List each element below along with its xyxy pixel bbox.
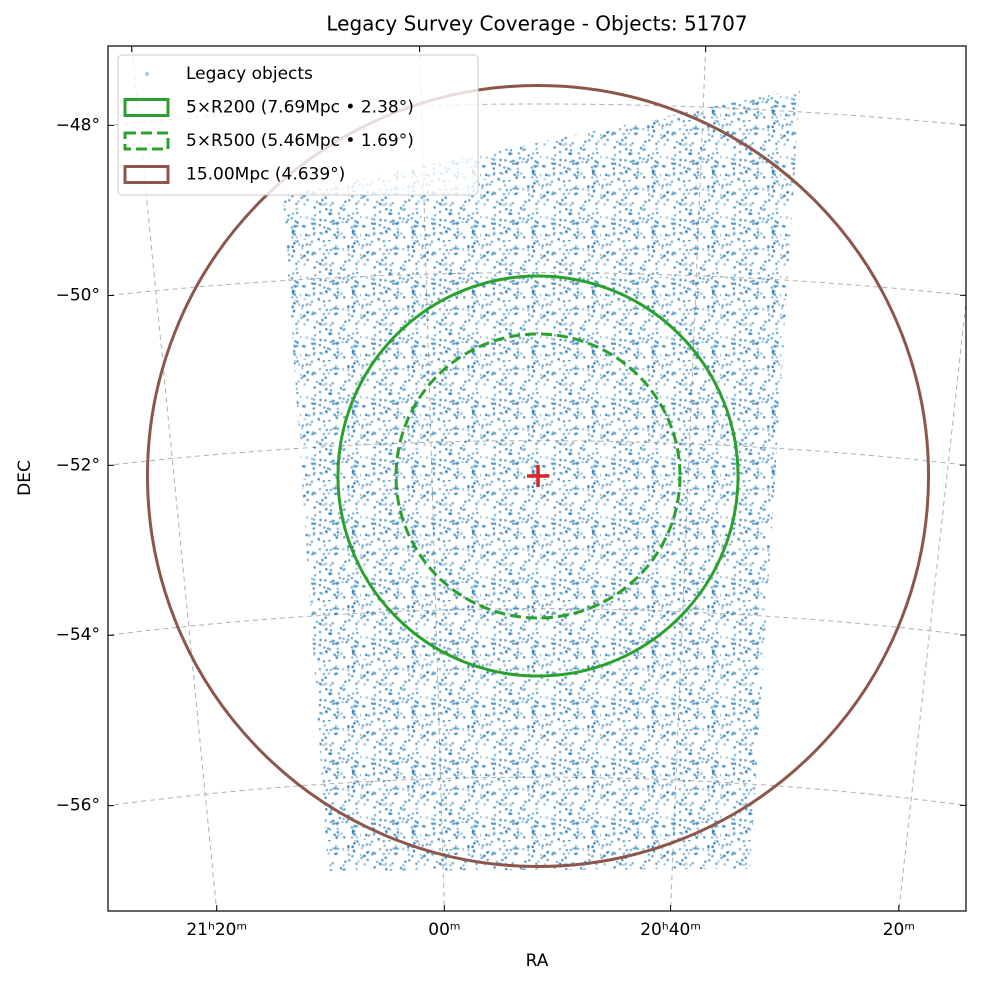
legend-box <box>117 54 479 196</box>
y-tick-label: −48° <box>56 115 100 135</box>
radius-circle <box>394 332 682 620</box>
legend-label: 5×R200 (7.69Mpc • 2.38°) <box>186 98 414 118</box>
legend-marker <box>145 72 149 76</box>
x-axis-label: RA <box>526 951 549 971</box>
y-tick-label: −54° <box>56 625 100 645</box>
y-axis-label: DEC <box>15 460 35 496</box>
legend-label: Legacy objects <box>186 64 313 84</box>
grid-line <box>898 298 966 911</box>
x-tick-label: 21ʰ20ᵐ <box>186 920 247 940</box>
legend-marker <box>123 131 170 151</box>
y-tick-label: −52° <box>56 455 100 475</box>
coverage-area <box>282 89 800 872</box>
x-tick-label: 20ʰ40ᵐ <box>640 920 701 940</box>
radius-circle <box>336 274 740 678</box>
legend-marker <box>123 98 170 117</box>
axes-frame <box>107 45 967 912</box>
grid-line <box>131 46 218 911</box>
radius-circle <box>145 83 931 869</box>
legend: Legacy objects 5×R200 (7.69Mpc • 2.38°) 5×… <box>117 54 479 196</box>
x-tick-label: 20ᵐ <box>883 920 915 940</box>
legend-label: 5×R500 (5.46Mpc • 1.69°) <box>186 131 414 151</box>
center-marker <box>527 465 549 487</box>
legend-marker <box>123 165 170 184</box>
y-tick-label: −50° <box>56 286 100 306</box>
legend-label: 15.00Mpc (4.639°) <box>186 165 345 185</box>
x-tick-label: 00ᵐ <box>428 920 460 940</box>
chart-title: Legacy Survey Coverage - Objects: 51707 <box>326 12 747 36</box>
y-tick-label: −56° <box>56 796 100 816</box>
